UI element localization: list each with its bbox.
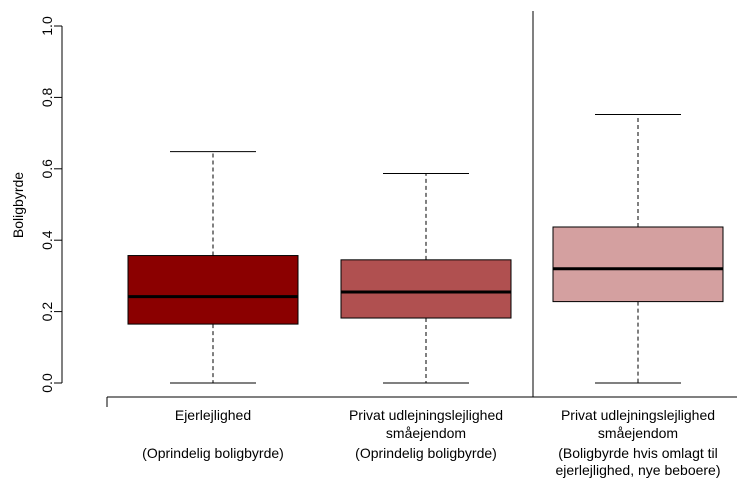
- y-axis: 0.0 0.2 0.4 0.6 0.8 1.0: [39, 16, 63, 393]
- y-tick-label: 0.0: [39, 373, 55, 393]
- category-label: (Boligbyrde hvis omlagt til: [558, 445, 718, 461]
- y-tick-label: 0.4: [39, 230, 55, 250]
- category-label: Ejerlejlighed: [175, 407, 251, 423]
- category-label: (Oprindelig boligbyrde): [355, 445, 497, 461]
- box-group: [127, 151, 299, 384]
- y-axis-title: Boligbyrde: [10, 172, 26, 238]
- category-label: Privat udlejningslejlighed: [349, 407, 503, 423]
- iqr-box: [340, 259, 512, 319]
- iqr-box: [552, 226, 724, 303]
- y-tick-label: 0.8: [39, 87, 55, 107]
- category-label: småejendom: [386, 425, 466, 441]
- boxes: [127, 114, 724, 384]
- category-label: Privat udlejningslejlighed: [561, 407, 715, 423]
- category-label: ejerlejlighed, nye beboere): [556, 462, 721, 478]
- box-group: [552, 114, 724, 384]
- box-group: [340, 172, 512, 384]
- y-tick-label: 0.2: [39, 302, 55, 322]
- category-label: småejendom: [598, 425, 678, 441]
- category-label: (Oprindelig boligbyrde): [142, 445, 284, 461]
- iqr-box: [127, 255, 299, 325]
- y-tick-label: 0.6: [39, 159, 55, 179]
- y-tick-label: 1.0: [39, 16, 55, 36]
- category-labels: Ejerlejlighed (Oprindelig boligbyrde) Priv…: [142, 407, 720, 478]
